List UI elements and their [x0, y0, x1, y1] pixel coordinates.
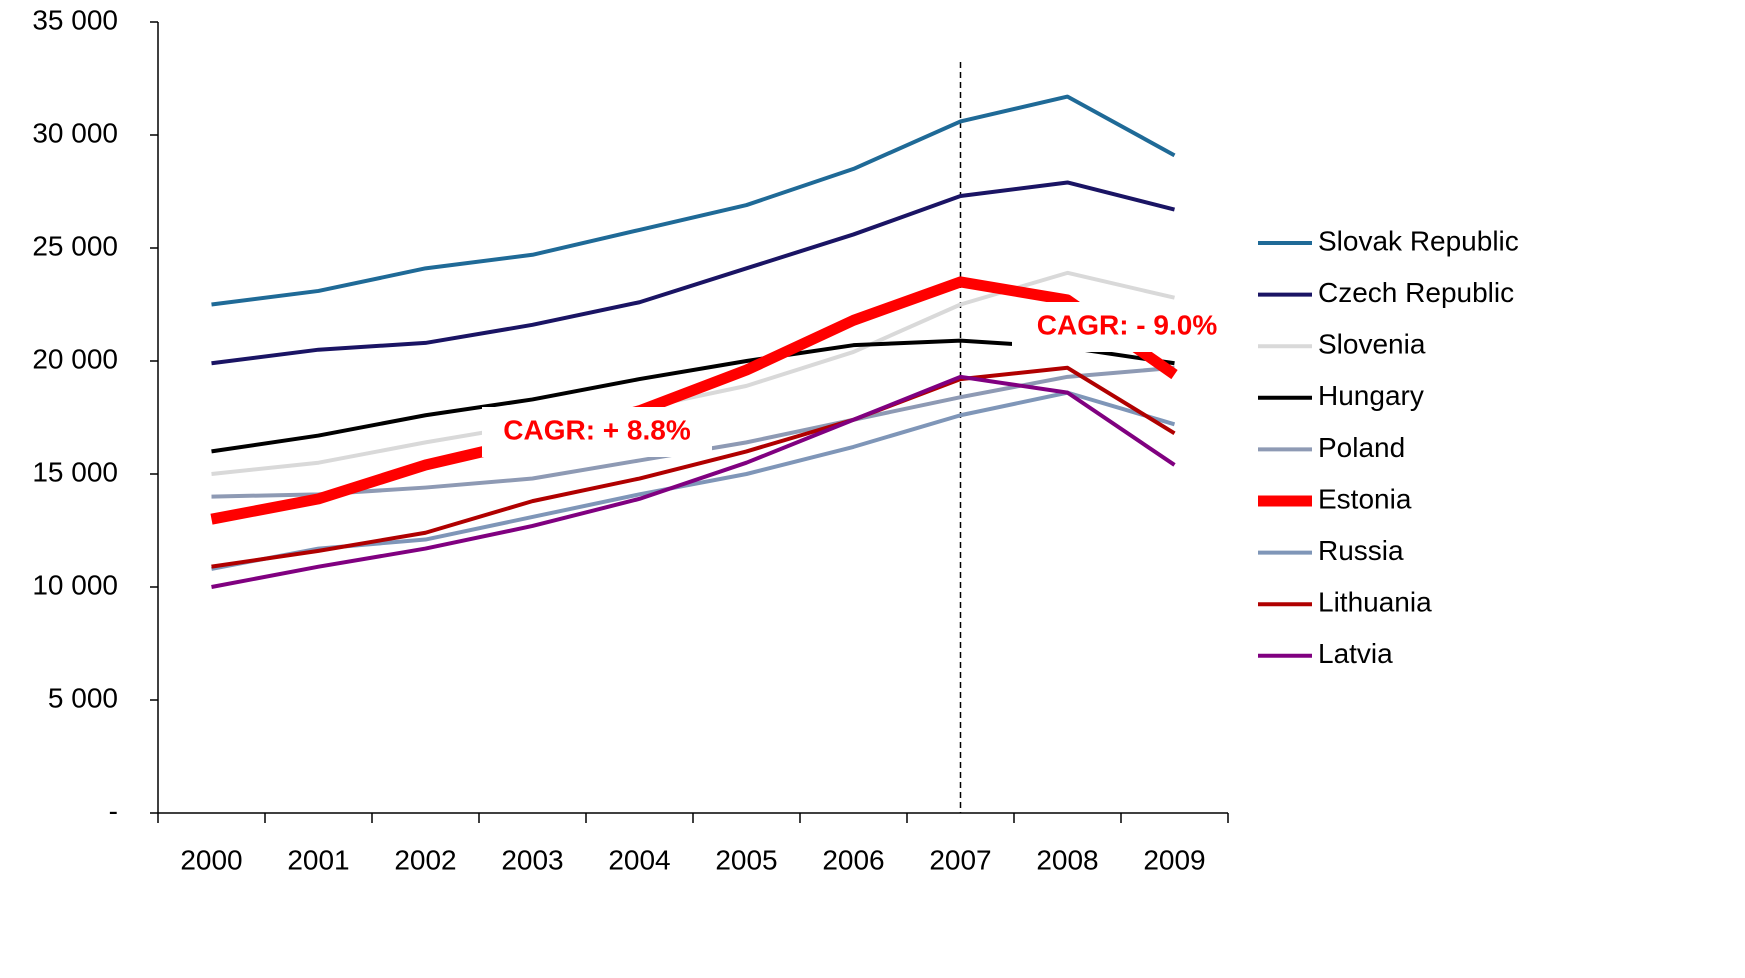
x-tick-label: 2001	[287, 844, 349, 875]
y-tick-label: 5 000	[48, 682, 118, 713]
legend-label: Hungary	[1318, 380, 1424, 411]
legend-label: Russia	[1318, 535, 1404, 566]
annotation-box	[1012, 302, 1242, 352]
x-tick-label: 2008	[1036, 844, 1098, 875]
legend-label: Slovenia	[1318, 329, 1426, 360]
x-tick-label: 2000	[180, 844, 242, 875]
x-tick-label: 2005	[715, 844, 777, 875]
y-tick-label: 15 000	[32, 456, 118, 487]
x-tick-label: 2003	[501, 844, 563, 875]
legend-label: Lithuania	[1318, 587, 1432, 618]
series-line	[211, 374, 1176, 589]
y-tick-label: 10 000	[32, 569, 118, 600]
x-tick-label: 2007	[929, 844, 991, 875]
series-line	[211, 390, 1176, 571]
x-tick-label: 2002	[394, 844, 456, 875]
x-tick-label: 2004	[608, 844, 670, 875]
series-line	[210, 276, 1178, 525]
y-tick-label: 20 000	[32, 343, 118, 374]
legend-label: Poland	[1318, 432, 1405, 463]
y-tick-label: 25 000	[32, 230, 118, 261]
legend-label: Slovak Republic	[1318, 225, 1519, 256]
series-line	[211, 365, 1176, 569]
annotation: CAGR: - 9.0%	[1037, 309, 1218, 340]
y-tick-label: 35 000	[32, 4, 118, 35]
y-tick-label: 30 000	[32, 117, 118, 148]
annotation: CAGR: + 8.8%	[503, 414, 691, 445]
series-line	[211, 180, 1175, 366]
series-line	[211, 94, 1176, 307]
y-tick-label: -	[109, 795, 118, 826]
x-tick-label: 2009	[1143, 844, 1205, 875]
x-tick-label: 2006	[822, 844, 884, 875]
legend-label: Czech Republic	[1318, 277, 1514, 308]
legend-label: Estonia	[1318, 483, 1412, 514]
annotation-box	[482, 407, 712, 457]
legend-label: Latvia	[1318, 638, 1393, 669]
